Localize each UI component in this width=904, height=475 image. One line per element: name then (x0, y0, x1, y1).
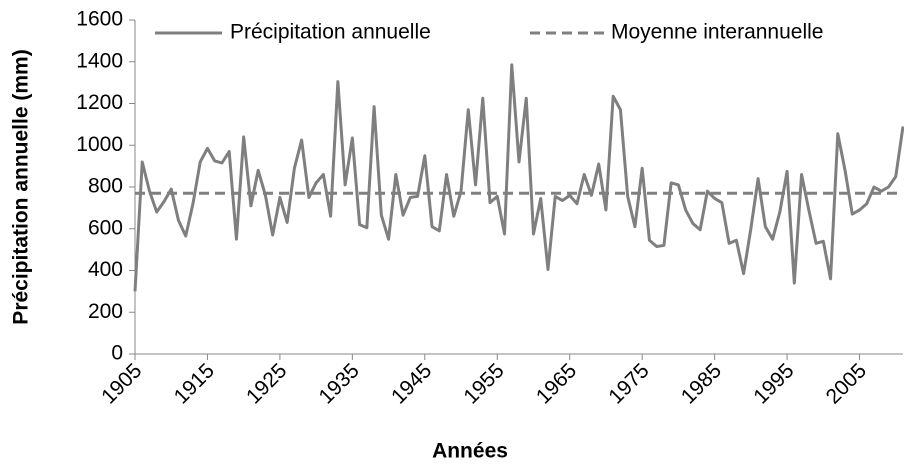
y-axis-title: Précipitation annuelle (mm) (10, 49, 33, 324)
series-line (133, 63, 904, 292)
x-tick-label: 1955 (459, 359, 508, 408)
legend-label: Précipitation annuelle (230, 21, 431, 44)
x-tick-label: 1915 (170, 359, 219, 408)
y-tick-label: 800 (88, 175, 123, 198)
y-tick-label: 1200 (76, 91, 123, 114)
y-tick-label: 1600 (76, 8, 123, 31)
y-tick-label: 600 (88, 216, 123, 239)
y-tick-label: 0 (111, 342, 123, 365)
x-tick-label: 1975 (604, 359, 653, 408)
x-tick-label: 1945 (387, 359, 436, 408)
x-tick-label: 1995 (749, 359, 798, 408)
x-tick-label: 1985 (677, 359, 726, 408)
x-tick-label: 2005 (822, 359, 871, 408)
legend-label: Moyenne interannuelle (611, 21, 823, 44)
y-tick-label: 1400 (76, 49, 123, 72)
y-tick-label: 400 (88, 258, 123, 281)
x-axis-title: Années (432, 440, 508, 463)
y-tick-label: 200 (88, 300, 123, 323)
y-tick-label: 1000 (76, 133, 123, 156)
x-tick-label: 1965 (532, 359, 581, 408)
x-tick-label: 1935 (315, 359, 364, 408)
x-tick-label: 1905 (97, 359, 146, 408)
x-tick-label: 1925 (242, 359, 291, 408)
